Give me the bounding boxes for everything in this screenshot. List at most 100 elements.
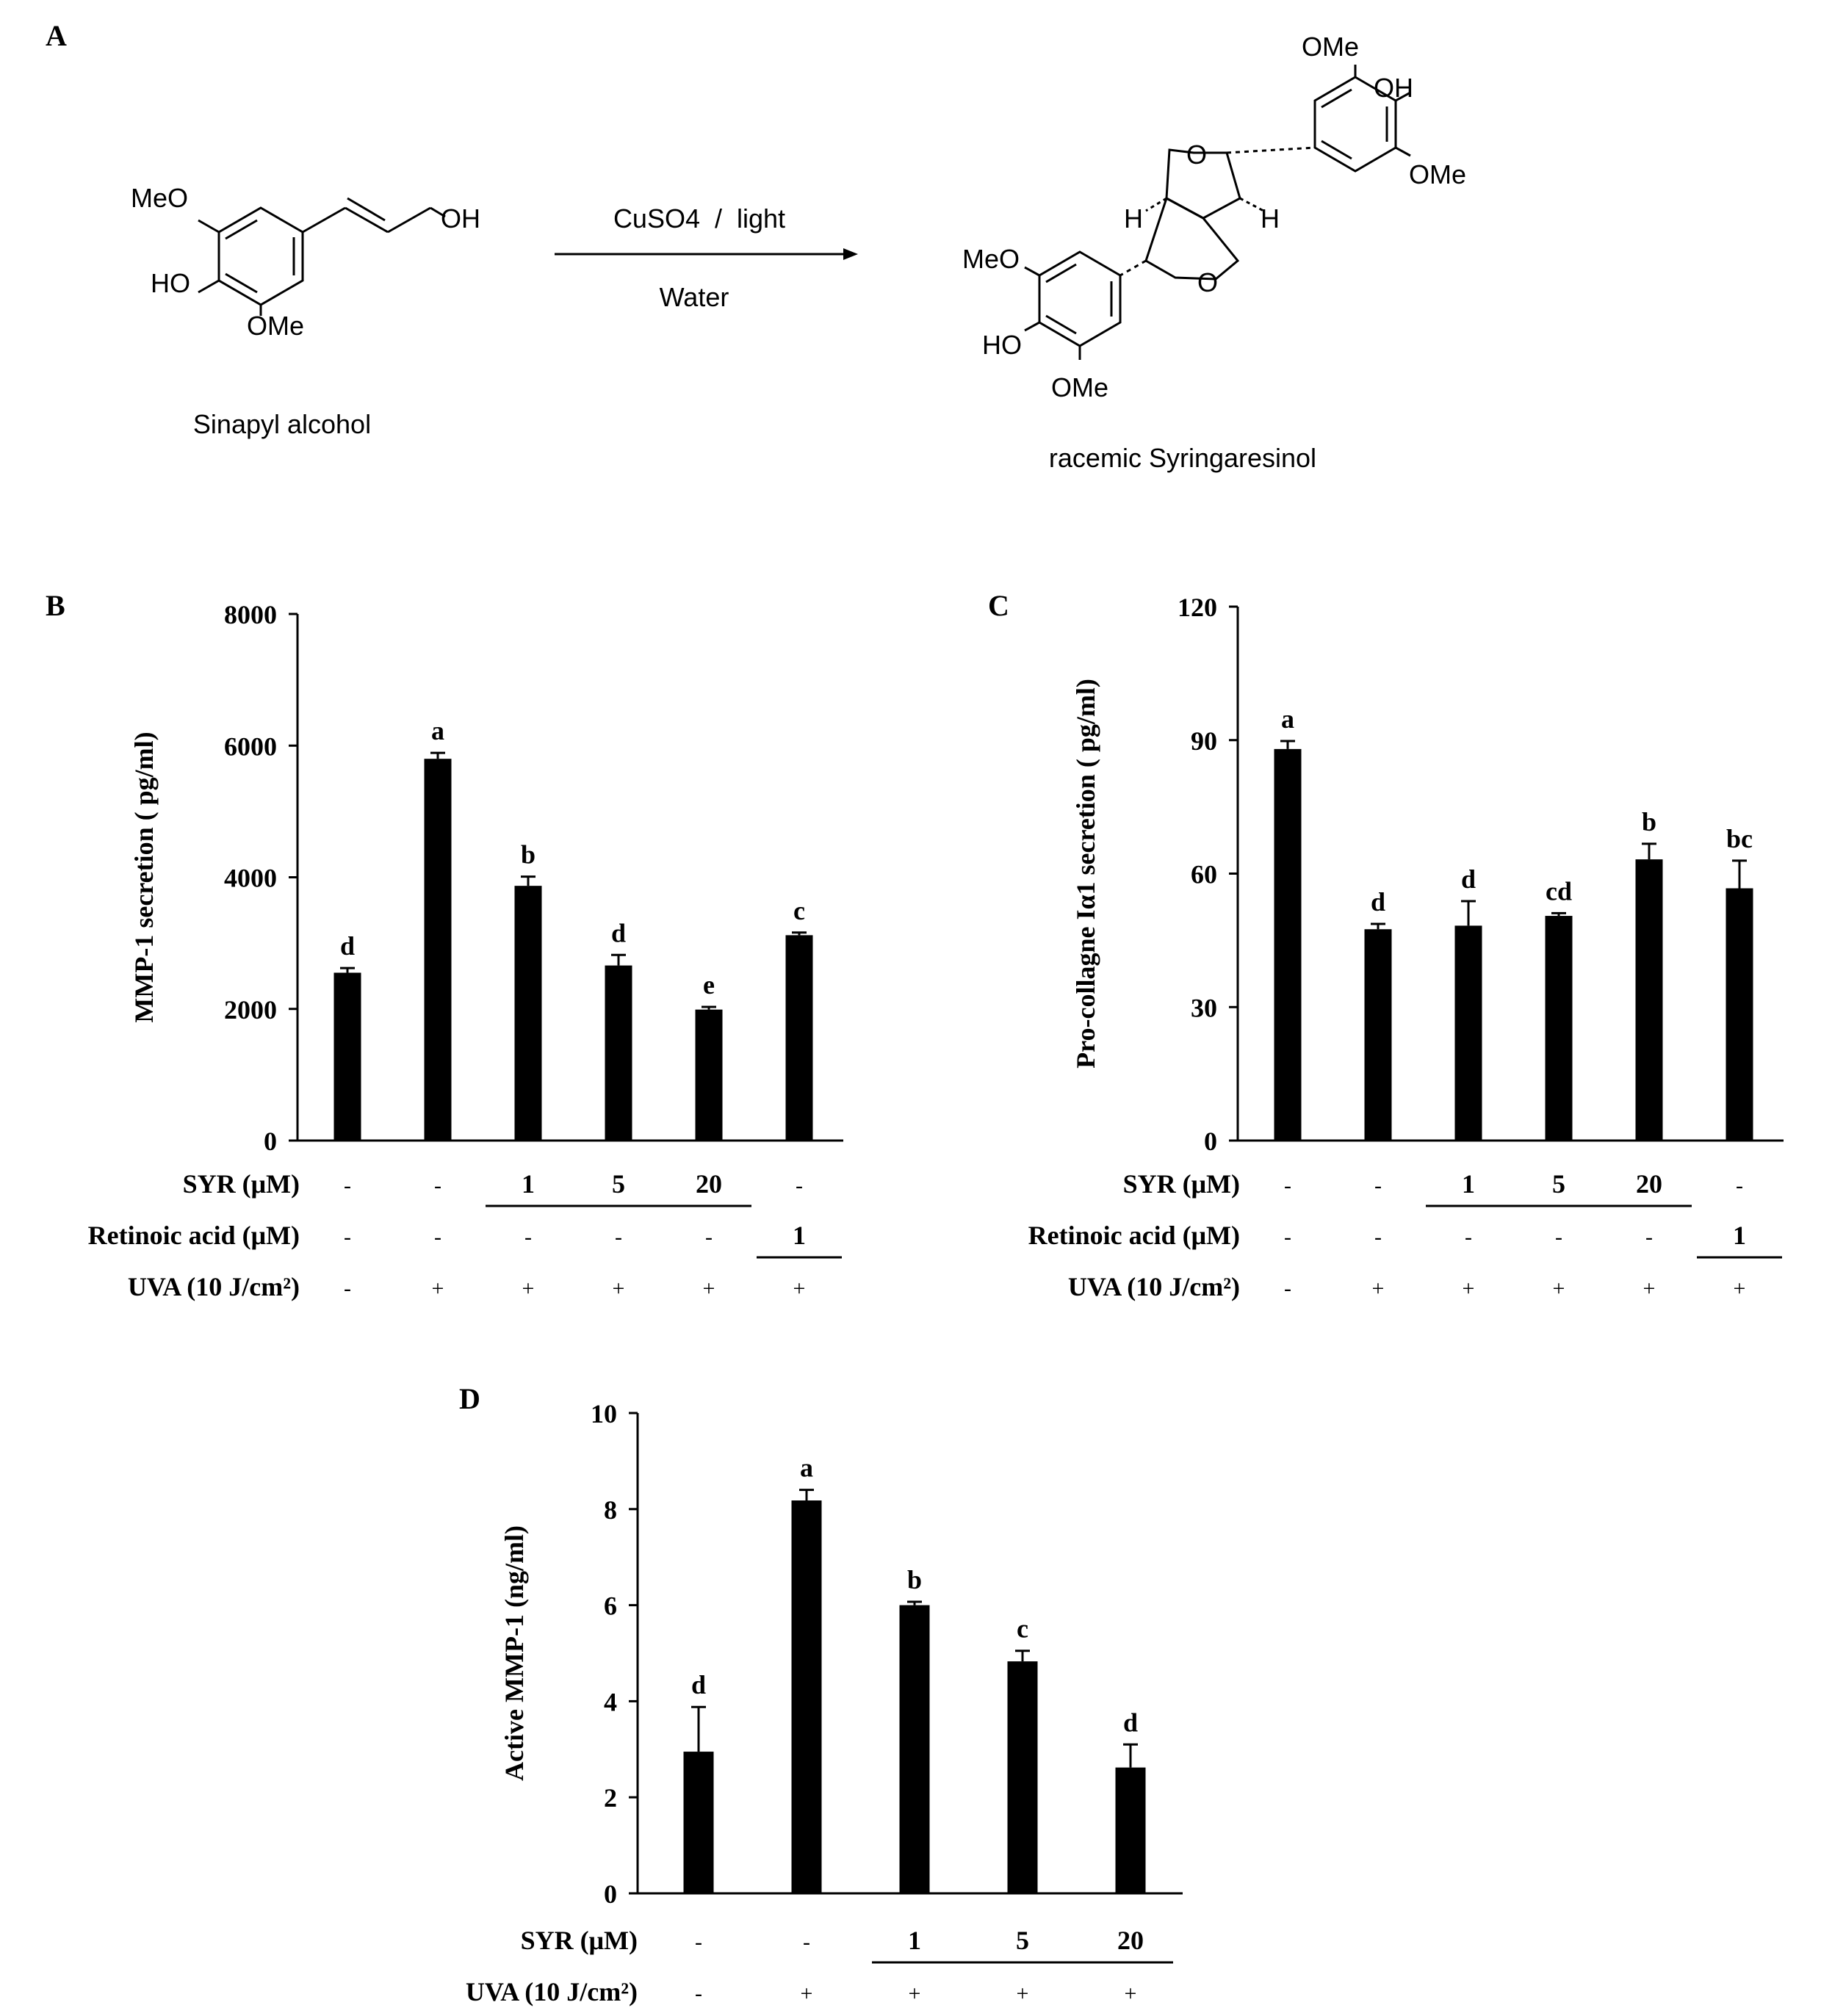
treatment-value: 5 bbox=[1016, 1926, 1029, 1955]
significance-letter: d bbox=[1371, 887, 1385, 917]
bar bbox=[791, 1500, 822, 1893]
bar bbox=[899, 1605, 930, 1893]
chart-b-mmp1-secretion: 0 2000 4000 6000 8000 MMP-1 secretion ( pg/ml… bbox=[88, 600, 843, 1301]
treatment-value: - bbox=[524, 1225, 532, 1249]
syringaresinol-ho: HO bbox=[982, 330, 1022, 360]
treatment-value: + bbox=[801, 1981, 813, 2006]
treatment-value: 1 bbox=[1462, 1169, 1475, 1199]
y-tick-label: 8 bbox=[604, 1495, 617, 1525]
bar bbox=[424, 759, 452, 1141]
y-tick-label: 0 bbox=[1204, 1127, 1217, 1156]
treatment-value: - bbox=[1374, 1225, 1382, 1249]
treatment-value: - bbox=[344, 1276, 351, 1301]
treatment-value: - bbox=[1284, 1174, 1291, 1198]
treatment-row-label: SYR (μM) bbox=[521, 1926, 638, 1955]
bar bbox=[1726, 888, 1753, 1141]
treatment-value: + bbox=[1643, 1276, 1656, 1301]
y-tick-label: 6 bbox=[604, 1592, 617, 1621]
y-tick-label: 4000 bbox=[224, 864, 277, 893]
treatment-value: + bbox=[432, 1276, 444, 1301]
syringaresinol-ome-bottom: OMe bbox=[1051, 372, 1108, 402]
significance-letter: b bbox=[907, 1565, 922, 1594]
y-tick-label: 2000 bbox=[224, 995, 277, 1025]
syringaresinol-structure bbox=[1024, 65, 1411, 360]
bar bbox=[1007, 1661, 1038, 1893]
treatment-row-label: SYR (μM) bbox=[183, 1169, 300, 1199]
significance-letter: cd bbox=[1546, 876, 1572, 906]
treatment-value: 5 bbox=[612, 1169, 625, 1199]
treatment-row-label: UVA (10 J/cm²) bbox=[466, 1977, 638, 2006]
bar bbox=[1454, 925, 1482, 1141]
bar bbox=[1115, 1767, 1146, 1893]
treatment-value: + bbox=[1372, 1276, 1385, 1301]
treatment-value: - bbox=[705, 1225, 713, 1249]
panel-a-letter: A bbox=[46, 19, 67, 52]
treatment-value: - bbox=[695, 1981, 702, 2006]
treatment-value: 1 bbox=[908, 1926, 921, 1955]
treatment-value: 1 bbox=[793, 1221, 806, 1250]
treatment-value: 20 bbox=[1636, 1169, 1662, 1199]
reaction-arrow bbox=[555, 248, 858, 260]
bar bbox=[333, 972, 361, 1141]
treatment-value: - bbox=[615, 1225, 622, 1249]
y-tick-label: 4 bbox=[604, 1687, 617, 1716]
significance-letter: d bbox=[611, 918, 626, 947]
significance-letter: a bbox=[800, 1453, 813, 1483]
treatment-value: + bbox=[703, 1276, 715, 1301]
syringaresinol-ome-top: OMe bbox=[1302, 32, 1359, 62]
treatment-value: + bbox=[1553, 1276, 1565, 1301]
panel-d-letter: D bbox=[459, 1382, 480, 1415]
treatment-row-label: SYR (μM) bbox=[1123, 1169, 1240, 1199]
sinapyl-ho-label: HO bbox=[151, 268, 190, 298]
bar bbox=[1364, 929, 1392, 1141]
panel-a: A MeO HO OMe OH Sinapyl alcohol CuSO4 / … bbox=[46, 19, 1466, 473]
sinapyl-alcohol-name: Sinapyl alcohol bbox=[193, 409, 371, 439]
y-tick-label: 10 bbox=[591, 1399, 617, 1428]
treatment-value: - bbox=[1555, 1225, 1562, 1249]
treatment-value: + bbox=[522, 1276, 535, 1301]
y-axis-title: Active MMP-1 (ng/ml) bbox=[500, 1525, 529, 1781]
treatment-value: - bbox=[434, 1225, 441, 1249]
bar bbox=[683, 1752, 714, 1893]
chart-d-active-mmp1: 0 2 4 6 8 10 Active MMP-1 (ng/ml) d a b c d SYR (μM)… bbox=[466, 1399, 1183, 2006]
treatment-value: - bbox=[344, 1174, 351, 1198]
treatment-value: - bbox=[344, 1225, 351, 1249]
y-tick-label: 60 bbox=[1191, 860, 1217, 889]
bar bbox=[695, 1009, 723, 1141]
syringaresinol-meo: MeO bbox=[962, 244, 1020, 274]
treatment-value: - bbox=[803, 1930, 810, 1954]
significance-letter: c bbox=[793, 896, 805, 925]
treatment-value: + bbox=[1463, 1276, 1475, 1301]
treatment-value: 20 bbox=[1117, 1926, 1144, 1955]
treatment-value: - bbox=[695, 1930, 702, 1954]
sinapyl-alcohol-structure bbox=[198, 197, 446, 316]
sinapyl-oh-label: OH bbox=[441, 203, 480, 234]
treatment-value: - bbox=[796, 1174, 803, 1198]
treatment-value: - bbox=[1284, 1225, 1291, 1249]
treatment-value: - bbox=[434, 1174, 441, 1198]
syringaresinol-oh-top: OH bbox=[1374, 73, 1413, 103]
syringaresinol-name: racemic Syringaresinol bbox=[1049, 443, 1316, 473]
y-tick-label: 120 bbox=[1178, 593, 1217, 622]
significance-letter: d bbox=[691, 1670, 706, 1699]
significance-letter: e bbox=[703, 970, 715, 1000]
bar bbox=[1274, 748, 1302, 1141]
treatment-value: + bbox=[1125, 1981, 1137, 2006]
y-tick-label: 2 bbox=[604, 1783, 617, 1813]
syringaresinol-ome-right: OMe bbox=[1409, 159, 1466, 189]
treatment-row-label: Retinoic acid (μM) bbox=[88, 1221, 300, 1250]
treatment-value: - bbox=[1284, 1276, 1291, 1301]
significance-letter: bc bbox=[1726, 824, 1753, 853]
significance-letter: d bbox=[1461, 864, 1476, 894]
y-tick-label: 0 bbox=[604, 1879, 617, 1909]
syringaresinol-o-top: O bbox=[1186, 140, 1207, 170]
y-tick-label: 90 bbox=[1191, 726, 1217, 756]
bar bbox=[605, 965, 632, 1141]
significance-letter: d bbox=[1123, 1708, 1138, 1737]
significance-letter: d bbox=[340, 931, 355, 961]
bar bbox=[514, 886, 542, 1141]
bar bbox=[1545, 916, 1573, 1141]
treatment-row-label: Retinoic acid (μM) bbox=[1028, 1221, 1240, 1250]
